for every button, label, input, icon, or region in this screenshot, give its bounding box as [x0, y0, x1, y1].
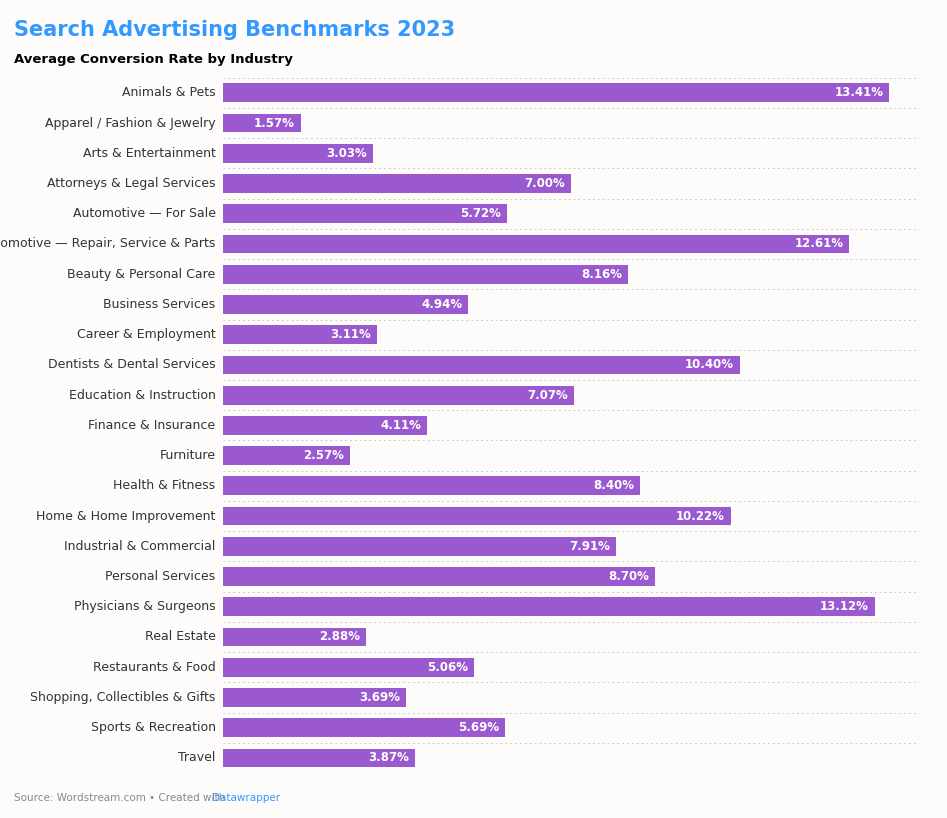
Text: Apparel / Fashion & Jewelry: Apparel / Fashion & Jewelry: [45, 116, 216, 129]
Text: Travel: Travel: [178, 752, 216, 764]
Bar: [223, 326, 377, 344]
Bar: [223, 476, 640, 495]
Bar: [223, 356, 740, 375]
Text: Personal Services: Personal Services: [105, 570, 216, 583]
Text: 7.07%: 7.07%: [527, 389, 568, 402]
Bar: [223, 718, 506, 737]
Text: 5.06%: 5.06%: [427, 661, 468, 674]
Text: 10.40%: 10.40%: [685, 358, 734, 371]
Text: Beauty & Personal Care: Beauty & Personal Care: [67, 267, 216, 281]
Text: Health & Fitness: Health & Fitness: [114, 479, 216, 492]
Text: 12.61%: 12.61%: [795, 237, 844, 250]
Text: 13.41%: 13.41%: [834, 87, 884, 99]
Bar: [223, 174, 570, 193]
Bar: [223, 688, 406, 707]
Bar: [223, 446, 350, 465]
Text: Finance & Insurance: Finance & Insurance: [88, 419, 216, 432]
Bar: [223, 658, 474, 676]
Text: 8.16%: 8.16%: [581, 267, 622, 281]
Text: 4.11%: 4.11%: [380, 419, 420, 432]
Text: Attorneys & Legal Services: Attorneys & Legal Services: [47, 177, 216, 190]
Text: 5.69%: 5.69%: [458, 721, 499, 735]
Bar: [223, 114, 300, 133]
Bar: [223, 83, 889, 102]
Bar: [223, 627, 366, 646]
Text: 8.40%: 8.40%: [593, 479, 634, 492]
Text: 8.70%: 8.70%: [608, 570, 649, 583]
Text: 3.69%: 3.69%: [359, 691, 400, 704]
Text: 3.11%: 3.11%: [331, 328, 371, 341]
Text: 7.91%: 7.91%: [569, 540, 610, 553]
Text: 3.03%: 3.03%: [327, 146, 367, 160]
Bar: [223, 537, 616, 555]
Bar: [223, 416, 427, 434]
Bar: [223, 265, 628, 284]
Text: Datawrapper: Datawrapper: [212, 793, 280, 803]
Text: Animals & Pets: Animals & Pets: [122, 87, 216, 99]
Text: Restaurants & Food: Restaurants & Food: [93, 661, 216, 674]
Text: 10.22%: 10.22%: [676, 510, 724, 523]
Text: 13.12%: 13.12%: [820, 600, 868, 614]
Bar: [223, 567, 655, 586]
Text: Average Conversion Rate by Industry: Average Conversion Rate by Industry: [14, 53, 293, 66]
Bar: [223, 597, 875, 616]
Text: Shopping, Collectibles & Gifts: Shopping, Collectibles & Gifts: [30, 691, 216, 704]
Text: 2.88%: 2.88%: [319, 631, 360, 644]
Bar: [223, 748, 415, 767]
Text: 3.87%: 3.87%: [368, 752, 409, 764]
Text: Home & Home Improvement: Home & Home Improvement: [36, 510, 216, 523]
Bar: [223, 506, 731, 525]
Text: Real Estate: Real Estate: [145, 631, 216, 644]
Text: Automotive — For Sale: Automotive — For Sale: [73, 207, 216, 220]
Bar: [223, 295, 468, 314]
Text: 7.00%: 7.00%: [524, 177, 564, 190]
Text: 1.57%: 1.57%: [254, 116, 295, 129]
Text: Education & Instruction: Education & Instruction: [69, 389, 216, 402]
Bar: [223, 235, 849, 254]
Text: Industrial & Commercial: Industrial & Commercial: [64, 540, 216, 553]
Text: Search Advertising Benchmarks 2023: Search Advertising Benchmarks 2023: [14, 20, 456, 40]
Bar: [223, 204, 507, 223]
Text: 5.72%: 5.72%: [460, 207, 501, 220]
Text: Dentists & Dental Services: Dentists & Dental Services: [48, 358, 216, 371]
Text: Physicians & Surgeons: Physicians & Surgeons: [74, 600, 216, 614]
Text: 4.94%: 4.94%: [421, 298, 462, 311]
Text: Sports & Recreation: Sports & Recreation: [91, 721, 216, 735]
Text: Furniture: Furniture: [160, 449, 216, 462]
Text: Automotive — Repair, Service & Parts: Automotive — Repair, Service & Parts: [0, 237, 216, 250]
Text: 2.57%: 2.57%: [303, 449, 345, 462]
Text: Arts & Entertainment: Arts & Entertainment: [82, 146, 216, 160]
Text: Career & Employment: Career & Employment: [77, 328, 216, 341]
Text: Source: Wordstream.com • Created with: Source: Wordstream.com • Created with: [14, 793, 229, 803]
Bar: [223, 144, 373, 163]
Bar: [223, 386, 574, 404]
Text: Business Services: Business Services: [103, 298, 216, 311]
